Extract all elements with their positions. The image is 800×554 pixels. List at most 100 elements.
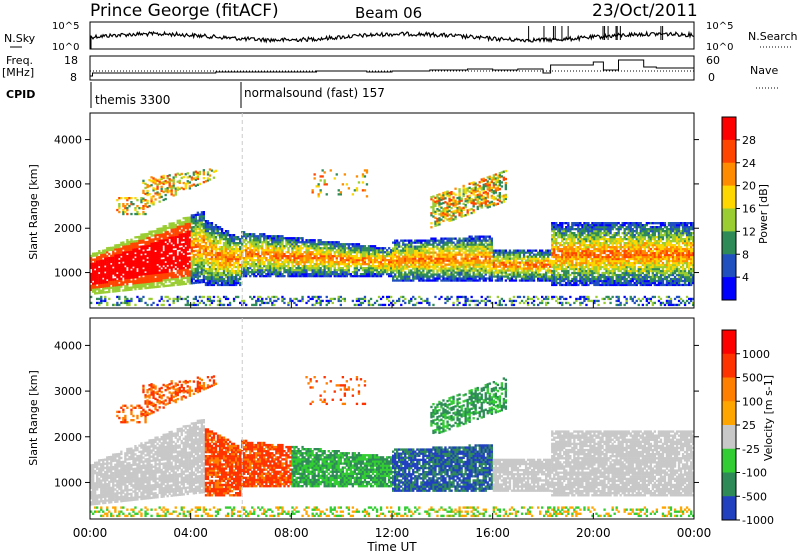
heatmap-cell bbox=[230, 275, 234, 279]
heatmap-cell bbox=[373, 245, 377, 248]
heatmap-cell bbox=[198, 251, 202, 254]
heatmap-cell bbox=[484, 191, 487, 194]
heatmap-cell bbox=[434, 295, 437, 299]
heatmap-cell bbox=[194, 271, 198, 274]
heatmap-cell bbox=[122, 212, 125, 216]
heatmap-cell bbox=[408, 277, 411, 280]
nsky-label: N.Sky bbox=[4, 32, 36, 45]
heatmap-cell bbox=[186, 218, 189, 221]
heatmap-cell bbox=[144, 182, 147, 186]
heatmap-cell bbox=[146, 232, 149, 236]
heatmap-cell bbox=[287, 271, 290, 274]
heatmap-cell bbox=[381, 247, 385, 250]
heatmap-cell bbox=[142, 241, 145, 244]
heatmap-cell bbox=[309, 247, 312, 250]
beam-title: Beam 06 bbox=[355, 4, 422, 22]
heatmap-cell bbox=[466, 245, 469, 248]
heatmap-cell bbox=[164, 225, 167, 228]
heatmap-cell bbox=[379, 263, 383, 266]
heatmap-cell bbox=[214, 251, 218, 255]
heatmap-cell bbox=[283, 261, 286, 264]
heatmap-cell bbox=[311, 257, 314, 260]
heatmap-cell bbox=[392, 255, 395, 258]
heatmap-cell bbox=[317, 269, 320, 272]
heatmap-cell bbox=[478, 277, 481, 280]
heatmap-cell bbox=[218, 297, 222, 301]
heatmap-cell bbox=[220, 232, 224, 235]
heatmap-cell bbox=[488, 259, 491, 262]
heatmap-cell bbox=[255, 271, 258, 274]
heatmap-cell bbox=[210, 240, 214, 243]
heatmap-cell bbox=[273, 255, 276, 258]
heatmap-cell bbox=[317, 273, 320, 276]
heatmap-cell bbox=[90, 274, 93, 278]
heatmap-cell bbox=[363, 297, 367, 301]
heatmap-cell bbox=[150, 240, 153, 243]
heatmap-cell bbox=[297, 271, 300, 274]
heatmap-cell bbox=[142, 233, 145, 236]
heatmap-cell bbox=[214, 261, 218, 265]
heatmap-cell bbox=[488, 235, 491, 238]
heatmap-cell bbox=[422, 255, 425, 258]
heatmap-cell bbox=[249, 295, 252, 299]
heatmap-cell bbox=[186, 248, 189, 251]
heatmap-cell bbox=[301, 269, 304, 272]
heatmap-cell bbox=[152, 189, 155, 192]
heatmap-cell bbox=[460, 245, 463, 248]
heatmap-cell bbox=[172, 260, 175, 263]
heatmap-cell bbox=[446, 263, 449, 266]
heatmap-cell bbox=[390, 267, 393, 270]
heatmap-cell bbox=[307, 295, 310, 299]
heatmap-cell bbox=[124, 299, 127, 303]
heatmap-cell bbox=[184, 260, 187, 264]
heatmap-cell bbox=[110, 260, 113, 263]
heatmap-cell bbox=[92, 258, 95, 261]
heatmap-cell bbox=[398, 243, 401, 246]
heatmap-cell bbox=[440, 295, 443, 299]
heatmap-cell bbox=[456, 200, 459, 204]
heatmap-cell bbox=[200, 239, 204, 242]
heatmap-cell bbox=[138, 257, 141, 260]
heatmap-cell bbox=[275, 275, 278, 278]
heatmap-cell bbox=[476, 271, 479, 274]
heatmap-cell bbox=[230, 269, 234, 273]
heatmap-cell bbox=[108, 268, 111, 272]
heatmap-cell bbox=[255, 275, 258, 278]
heatmap-cell bbox=[170, 260, 173, 263]
heatmap-cell bbox=[235, 257, 238, 261]
heatmap-cell bbox=[442, 273, 445, 276]
heatmap-cell bbox=[492, 192, 496, 195]
heatmap-cell bbox=[198, 243, 202, 246]
heatmap-cell bbox=[295, 259, 298, 262]
heatmap-cell bbox=[206, 273, 210, 277]
heatmap-cell bbox=[160, 273, 163, 276]
heatmap-cell bbox=[116, 284, 119, 287]
heatmap-cell bbox=[446, 279, 449, 282]
heatmap-cell bbox=[112, 280, 115, 283]
heatmap-cell bbox=[160, 229, 163, 232]
heatmap-cell bbox=[440, 212, 443, 215]
heatmap-cell bbox=[287, 259, 290, 262]
heatmap-cell bbox=[466, 275, 469, 278]
heatmap-cell bbox=[422, 251, 425, 254]
heatmap-cell bbox=[442, 265, 445, 268]
heatmap-cell bbox=[152, 242, 155, 245]
heatmap-cell bbox=[102, 299, 105, 303]
heatmap-cell bbox=[208, 275, 212, 279]
heatmap-cell bbox=[174, 187, 177, 190]
heatmap-cell bbox=[100, 283, 103, 286]
heatmap-cell bbox=[283, 267, 286, 270]
heatmap-cell bbox=[408, 251, 411, 254]
heatmap-cell bbox=[208, 242, 212, 245]
heatmap-cell bbox=[381, 257, 385, 260]
heatmap-cell bbox=[208, 261, 212, 265]
heatmap-cell bbox=[204, 226, 208, 229]
heatmap-cell bbox=[488, 269, 491, 272]
heatmap-cell bbox=[116, 199, 119, 202]
heatmap-cell bbox=[162, 283, 165, 286]
heatmap-cell bbox=[450, 269, 453, 272]
heatmap-cell bbox=[488, 249, 491, 252]
heatmap-cell bbox=[347, 255, 351, 258]
heatmap-cell bbox=[98, 263, 101, 267]
heatmap-cell bbox=[176, 279, 179, 282]
